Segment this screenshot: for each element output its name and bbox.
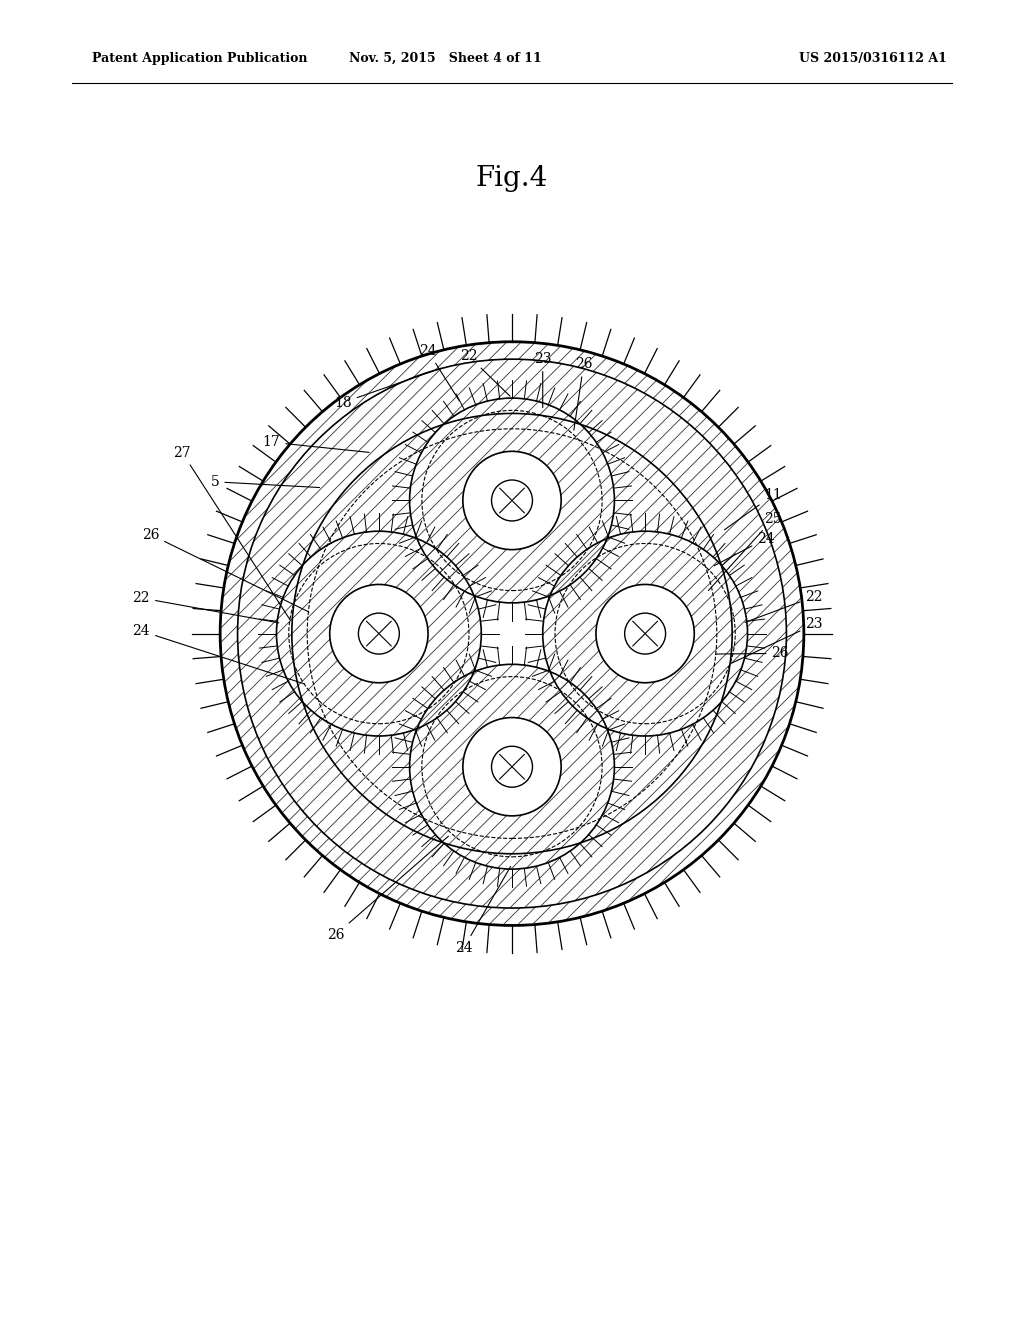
- Circle shape: [330, 585, 428, 682]
- Text: 24: 24: [419, 345, 460, 401]
- Text: 24: 24: [455, 866, 511, 954]
- Text: 22: 22: [132, 591, 279, 623]
- Text: 22: 22: [460, 350, 510, 396]
- Circle shape: [410, 399, 614, 603]
- Text: 25: 25: [709, 512, 782, 590]
- Text: 23: 23: [731, 618, 823, 663]
- Circle shape: [492, 746, 532, 787]
- Circle shape: [625, 612, 666, 655]
- Text: 11: 11: [724, 488, 782, 529]
- Text: 26: 26: [327, 836, 449, 941]
- Text: Fig.4: Fig.4: [476, 165, 548, 191]
- Text: 17: 17: [262, 436, 370, 453]
- Text: 27: 27: [173, 446, 291, 620]
- Circle shape: [358, 612, 399, 655]
- Circle shape: [276, 531, 481, 737]
- Text: 23: 23: [534, 352, 552, 408]
- Text: 22: 22: [745, 590, 823, 623]
- Circle shape: [492, 480, 532, 521]
- Text: 18: 18: [334, 368, 440, 409]
- Circle shape: [596, 585, 694, 682]
- Circle shape: [463, 451, 561, 549]
- Text: 26: 26: [141, 528, 309, 612]
- Text: Patent Application Publication: Patent Application Publication: [92, 51, 307, 65]
- Text: 26: 26: [716, 647, 790, 660]
- Circle shape: [238, 359, 786, 908]
- Circle shape: [463, 718, 561, 816]
- Text: Nov. 5, 2015   Sheet 4 of 11: Nov. 5, 2015 Sheet 4 of 11: [349, 51, 542, 65]
- Text: 24: 24: [132, 624, 304, 684]
- Circle shape: [451, 572, 573, 696]
- Circle shape: [410, 664, 614, 869]
- Text: 24: 24: [714, 532, 775, 566]
- Circle shape: [220, 342, 804, 925]
- Text: 26: 26: [573, 358, 593, 430]
- Text: US 2015/0316112 A1: US 2015/0316112 A1: [799, 51, 946, 65]
- Circle shape: [543, 531, 748, 737]
- Text: 5: 5: [211, 475, 319, 488]
